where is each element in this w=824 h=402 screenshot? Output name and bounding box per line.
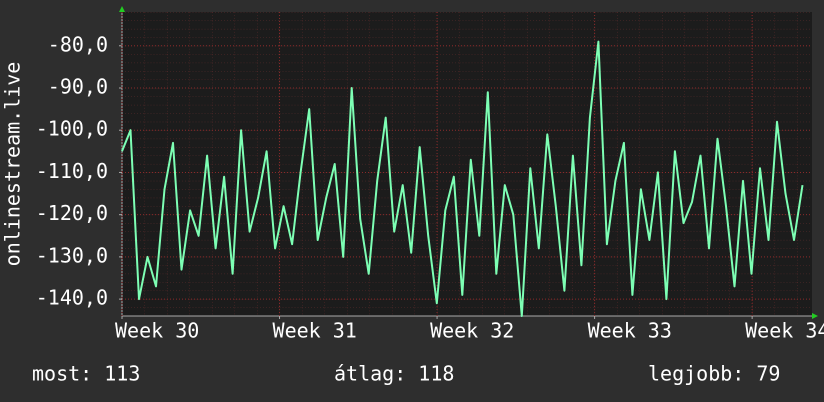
- x-tick-label: Week 32: [430, 319, 514, 343]
- line: [121, 40, 804, 317]
- minor-grid: [122, 12, 812, 316]
- y-tick-label: -130,0: [36, 243, 108, 267]
- x-tick-label: Week 33: [588, 319, 672, 343]
- y-tick-label: -140,0: [36, 286, 108, 310]
- stat-label: most: 113: [32, 362, 140, 386]
- stat-label: legjobb: 79: [648, 362, 780, 386]
- y-tick-label: -100,0: [36, 117, 108, 141]
- stat-label: átlag: 118: [334, 362, 454, 386]
- y-tick-label: -80,0: [48, 32, 108, 56]
- y-tick-label: -90,0: [48, 75, 108, 99]
- y-axis-label: onlinestream.live: [1, 62, 25, 267]
- x-tick-label: Week 34: [745, 319, 824, 343]
- y-tick-label: -110,0: [36, 159, 108, 183]
- x-tick-label: Week 31: [273, 319, 357, 343]
- y-arrow: [119, 6, 125, 12]
- x-tick-label: Week 30: [115, 319, 199, 343]
- y-tick-label: -120,0: [36, 201, 108, 225]
- x-arrow: [812, 313, 818, 319]
